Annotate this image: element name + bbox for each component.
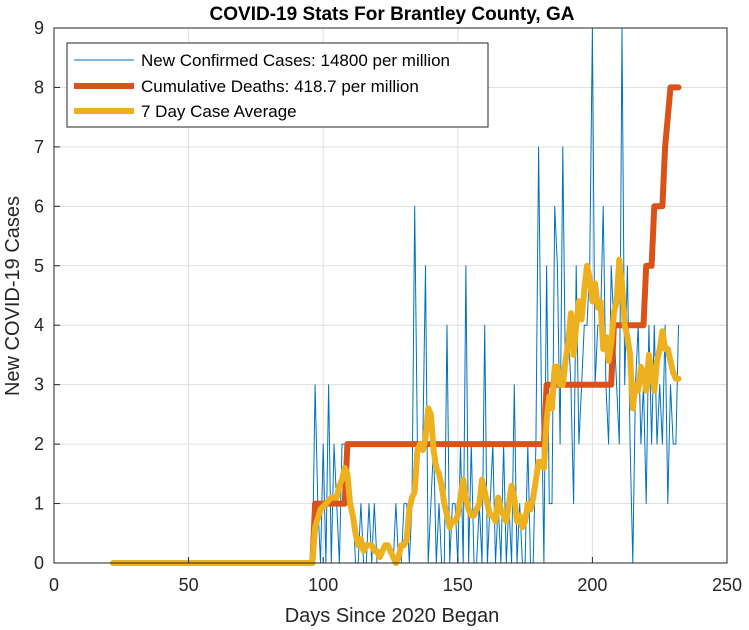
y-tick-label: 2 [34,434,44,454]
series-7-day-average [110,256,682,566]
x-axis-label: Days Since 2020 Began [285,605,500,627]
series-new-confirmed-cases [112,27,679,564]
legend-label-avg: 7 Day Case Average [141,102,297,121]
legend-label-new-cases: New Confirmed Cases: 14800 per million [141,51,450,70]
x-tick-label: 200 [577,575,607,595]
y-tick-label: 0 [34,553,44,573]
y-tick-label: 1 [34,494,44,514]
y-tick-label: 6 [34,196,44,216]
x-tick-label: 50 [179,575,199,595]
x-tick-label: 250 [712,575,742,595]
legend: New Confirmed Cases: 14800 per million C… [66,42,489,128]
series-layer [110,27,682,566]
legend-label-deaths: Cumulative Deaths: 418.7 per million [141,77,419,96]
y-tick-label: 9 [34,18,44,38]
y-tick-label: 5 [34,256,44,276]
x-tick-label: 150 [443,575,473,595]
legend-box [66,42,489,128]
y-tick-label: 4 [34,315,44,335]
chart-title: COVID-19 Stats For Brantley County, GA [210,4,575,25]
y-tick-label: 7 [34,137,44,157]
y-tick-label: 8 [34,77,44,97]
x-tick-label: 0 [49,575,59,595]
plot-frame [53,27,728,564]
x-tick-label: 100 [308,575,338,595]
y-axis-label: New COVID-19 Cases [2,196,24,396]
y-tick-label: 3 [34,375,44,395]
ticks: 0 50 100 150 200 250 0 1 2 3 4 5 6 7 8 9 [34,18,742,595]
